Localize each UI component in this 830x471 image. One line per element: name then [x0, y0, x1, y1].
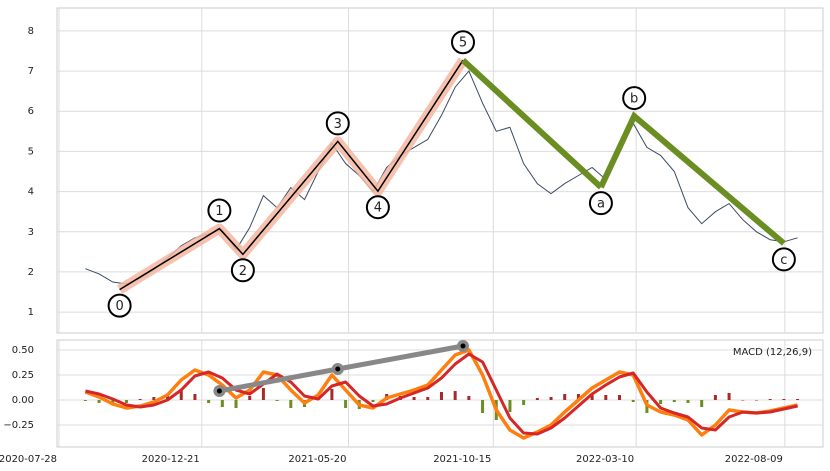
hist-bar	[727, 393, 731, 400]
x-tick-label: 2020-07-28	[0, 454, 57, 465]
hist-bar	[754, 400, 758, 401]
hist-bar	[207, 400, 211, 403]
y-tick-label: 5	[28, 146, 34, 157]
wave-label-circle	[325, 111, 350, 136]
hist-bar	[152, 397, 156, 400]
wave-line	[119, 59, 464, 291]
hist-bar	[166, 395, 170, 400]
hist-bar	[686, 400, 690, 403]
wave-label: 5	[459, 36, 467, 51]
hist-bar	[371, 400, 375, 402]
hist-bar	[193, 394, 197, 400]
hist-bar	[439, 392, 443, 400]
divergence-dot	[460, 343, 466, 349]
y-tick-label: 1	[28, 307, 34, 318]
y-tick-label: 8	[28, 26, 34, 37]
wave-label-circle	[450, 30, 475, 55]
wave-label: 0	[115, 299, 123, 314]
wave-label-circle	[230, 258, 255, 283]
hist-bar	[796, 399, 800, 400]
x-tick-label: 2022-08-09	[725, 454, 783, 465]
hist-bar	[179, 390, 183, 400]
hist-bar	[83, 400, 87, 401]
y-tick-label: 2	[28, 267, 34, 278]
hist-bar	[261, 388, 265, 400]
x-tick-label: 2022-03-10	[576, 454, 634, 465]
hist-bar	[453, 391, 457, 400]
hist-bar	[97, 400, 101, 403]
hist-bar	[481, 400, 485, 413]
hist-bar	[590, 394, 594, 400]
hist-bar	[713, 395, 717, 400]
hist-bar	[234, 400, 238, 408]
y-tick-label: 7	[28, 66, 34, 77]
hist-bar	[508, 400, 512, 412]
macd-label: MACD (12,26,9)	[733, 347, 812, 358]
price-frame	[56, 7, 824, 334]
y-tick-label: 0.50	[12, 345, 34, 356]
hist-bar	[576, 394, 580, 400]
hist-bar	[549, 397, 553, 400]
macd-frame	[56, 339, 824, 448]
hist-bar	[741, 400, 745, 401]
wave-connector	[460, 58, 603, 190]
hist-bar	[275, 400, 279, 401]
hist-bar	[604, 395, 608, 400]
wave-label-circle	[207, 198, 232, 223]
x-tick-label: 2020-12-21	[142, 454, 200, 465]
y-tick-label: −0.25	[3, 420, 34, 431]
hist-bar	[289, 400, 293, 408]
wave-label: 3	[334, 117, 342, 132]
hist-bar	[700, 400, 704, 407]
hist-bar	[672, 400, 676, 402]
signal-line	[85, 352, 798, 436]
divergence-dot	[335, 366, 341, 372]
wave-line	[598, 111, 786, 246]
y-tick-label: 6	[28, 106, 34, 117]
y-tick-label: 0.00	[12, 395, 34, 406]
wave-label: 1	[215, 204, 223, 219]
x-tick-label: 2021-05-20	[288, 454, 346, 465]
y-tick-label: 0.25	[12, 370, 34, 381]
hist-bar	[631, 400, 635, 402]
wave-label-circle	[107, 293, 132, 318]
wave-label-circle	[588, 191, 613, 216]
hist-bar	[344, 400, 348, 408]
wave-label-circle	[365, 195, 390, 220]
y-tick-label: 3	[28, 227, 34, 238]
hist-bar	[220, 400, 224, 407]
hist-bar	[563, 394, 567, 400]
hist-bar	[248, 396, 252, 400]
hist-bar	[618, 395, 622, 400]
hist-bar	[330, 389, 334, 400]
hist-bar	[138, 399, 142, 400]
y-tick-label: 4	[28, 187, 34, 198]
hist-bar	[467, 396, 471, 400]
wave-label-circle	[771, 247, 796, 272]
wave-label-circle	[622, 86, 647, 111]
hist-bar	[412, 397, 416, 400]
wave-label: b	[630, 92, 638, 107]
wave-label: a	[597, 197, 605, 212]
hist-bar	[426, 397, 430, 400]
hist-bar	[782, 399, 786, 400]
wave-label: 2	[239, 264, 247, 279]
hist-bar	[768, 399, 772, 400]
hist-bar	[522, 400, 526, 405]
hist-bar	[124, 400, 128, 403]
hist-bar	[659, 400, 663, 404]
wave-label: c	[780, 253, 787, 268]
divergence-dot	[216, 388, 222, 394]
hist-bar	[535, 398, 539, 400]
x-tick-label: 2021-10-15	[433, 454, 491, 465]
wave-label: 4	[374, 201, 382, 216]
